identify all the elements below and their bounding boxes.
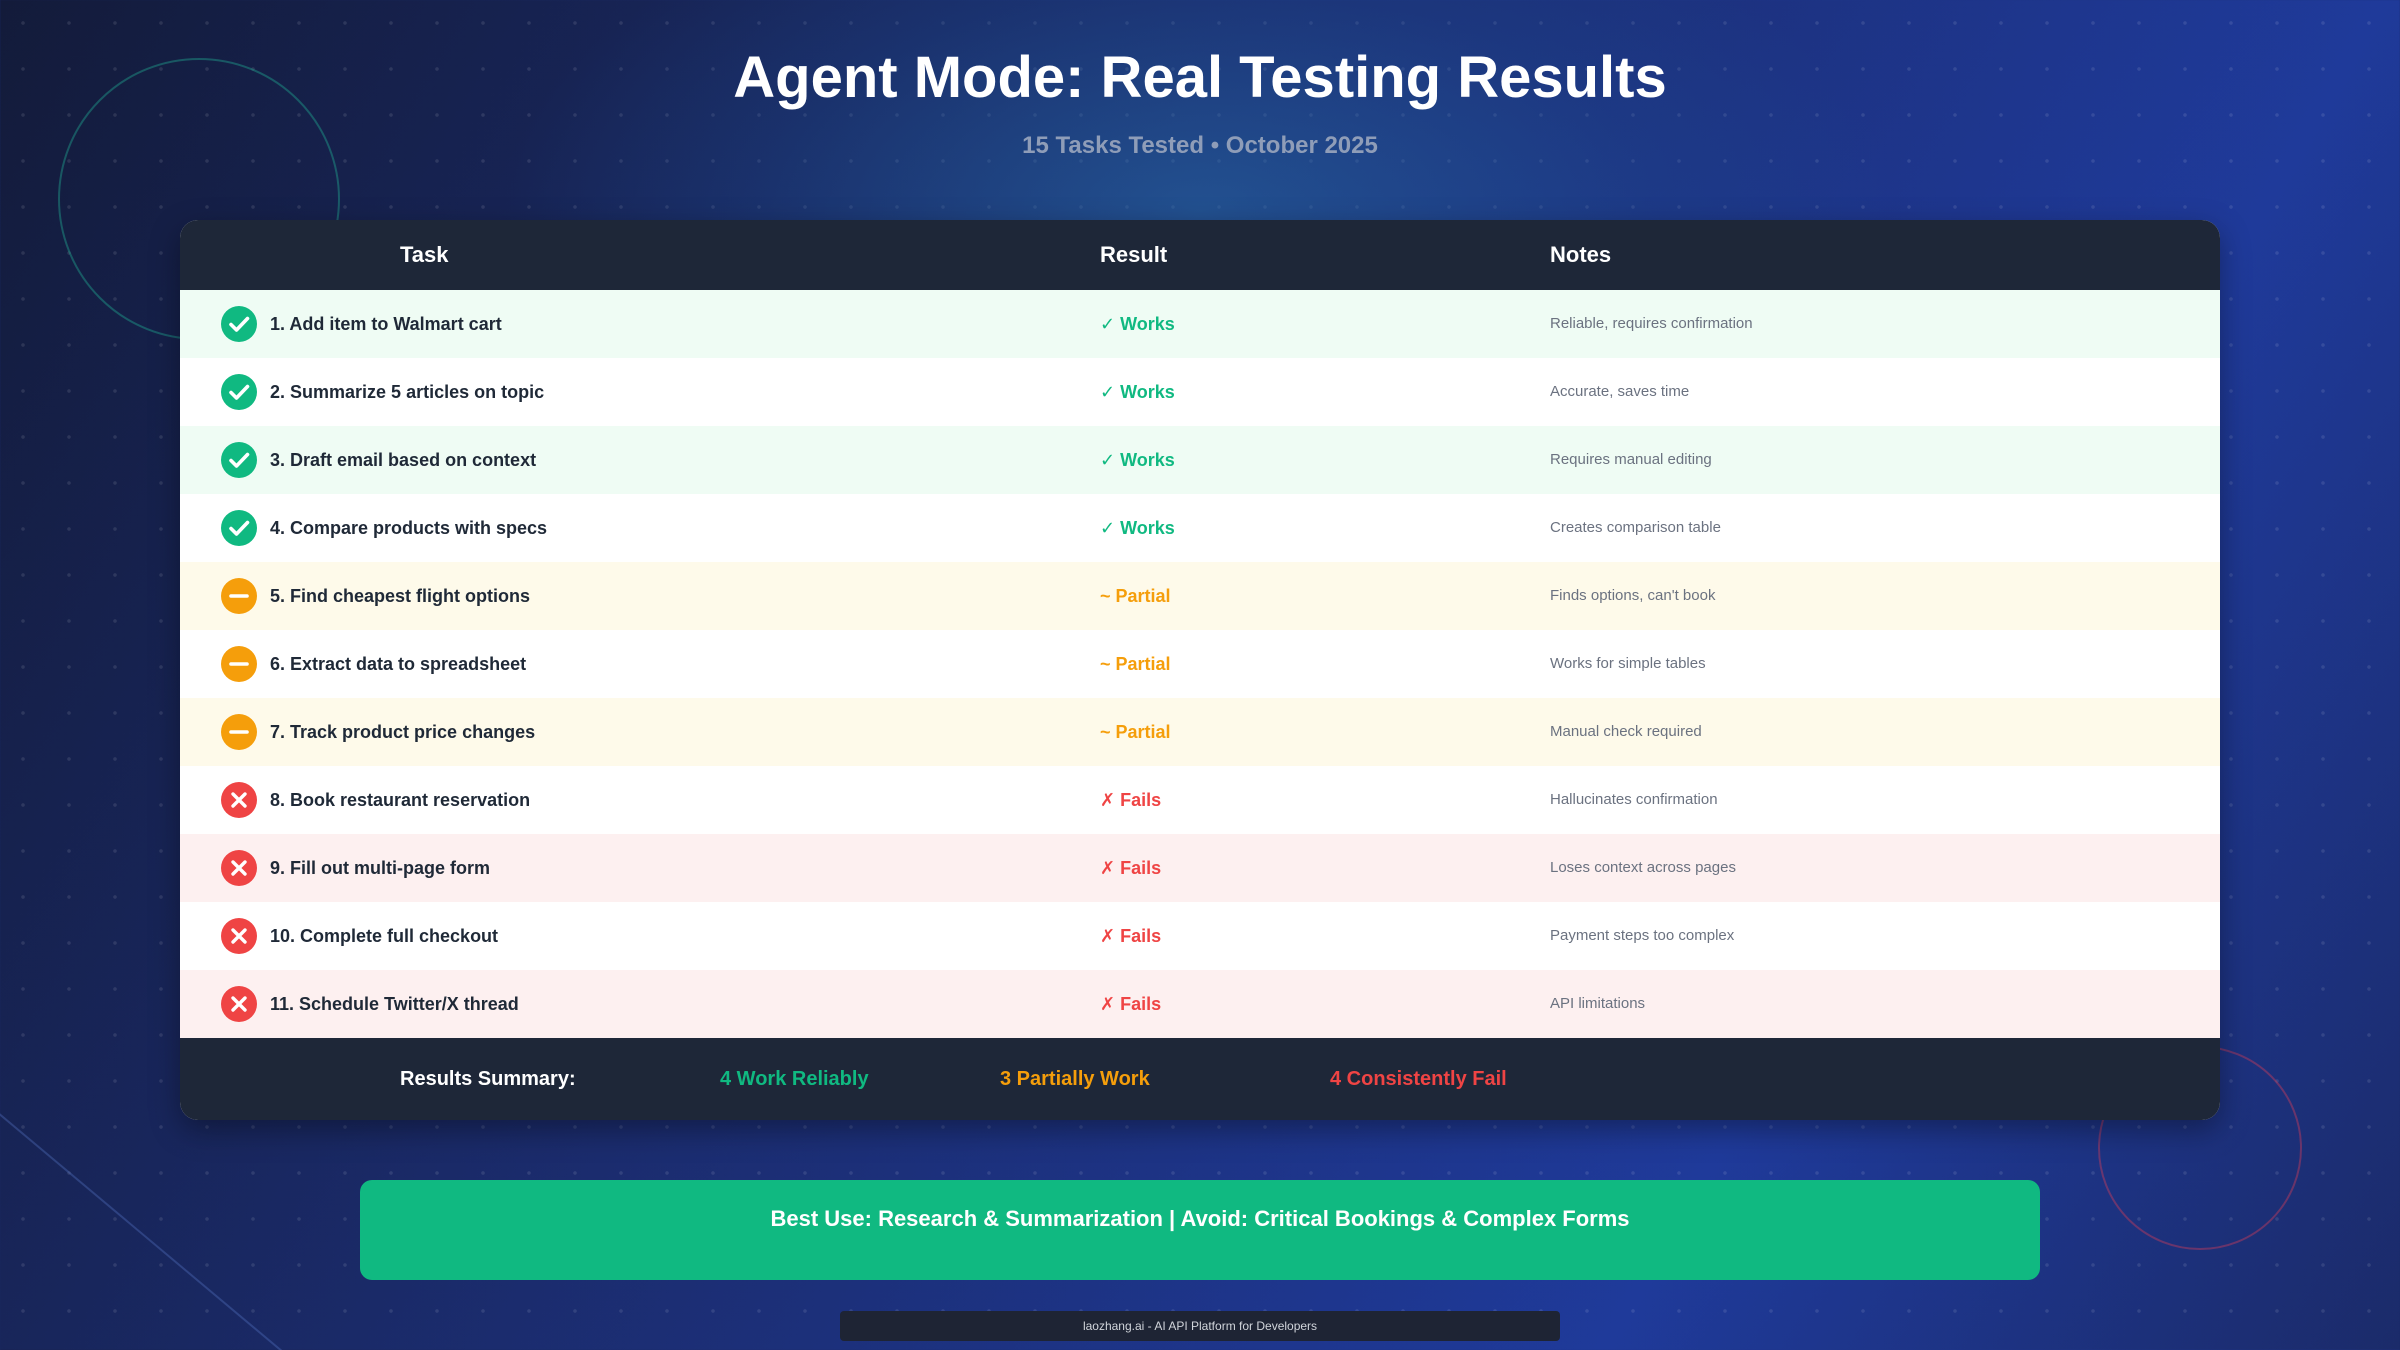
task-name: 11. Schedule Twitter/X thread bbox=[270, 994, 519, 1014]
note-text: Manual check required bbox=[1550, 723, 1702, 740]
task-name: 4. Compare products with specs bbox=[270, 518, 548, 538]
result-label: ~ Partial bbox=[1100, 586, 1171, 606]
column-header-task: Task bbox=[400, 242, 449, 267]
task-name: 8. Book restaurant reservation bbox=[270, 790, 531, 810]
table-body: 1. Add item to Walmart cart ✓ Works Reliab… bbox=[180, 290, 2220, 1038]
results-table: Task Result Notes 1. Add item to Walmart… bbox=[180, 220, 2220, 1120]
minus-circle-icon bbox=[221, 578, 257, 614]
note-text: Creates comparison table bbox=[1550, 519, 1721, 536]
table-row: 9. Fill out multi-page form ✗ Fails Loses … bbox=[180, 834, 2220, 902]
check-circle-icon bbox=[221, 306, 257, 342]
x-circle-icon bbox=[221, 782, 257, 818]
page-subtitle: 15 Tasks Tested • October 2025 bbox=[1022, 132, 1378, 159]
x-circle-icon bbox=[221, 986, 257, 1022]
results-summary-bar: Results Summary: 4 Work Reliably 3 Parti… bbox=[180, 1038, 2220, 1120]
note-text: Payment steps too complex bbox=[1550, 927, 1735, 944]
check-circle-icon bbox=[221, 442, 257, 478]
summary-label: Results Summary: bbox=[400, 1068, 576, 1090]
result-label: ✗ Fails bbox=[1100, 994, 1162, 1014]
page-title: Agent Mode: Real Testing Results bbox=[733, 45, 1667, 110]
task-name: 2. Summarize 5 articles on topic bbox=[270, 382, 545, 402]
result-label: ✓ Works bbox=[1100, 518, 1175, 538]
task-name: 7. Track product price changes bbox=[270, 722, 536, 742]
task-name: 1. Add item to Walmart cart bbox=[270, 314, 502, 334]
task-name: 3. Draft email based on context bbox=[270, 450, 537, 470]
result-label: ~ Partial bbox=[1100, 722, 1171, 742]
table-row: 7. Track product price changes ~ Partial M… bbox=[180, 698, 2220, 766]
note-text: Works for simple tables bbox=[1550, 655, 1706, 672]
note-text: Loses context across pages bbox=[1550, 859, 1736, 876]
note-text: Accurate, saves time bbox=[1550, 383, 1690, 400]
result-label: ~ Partial bbox=[1100, 654, 1171, 674]
task-name: 10. Complete full checkout bbox=[270, 926, 499, 946]
result-label: ✓ Works bbox=[1100, 314, 1175, 334]
table-row: 8. Book restaurant reservation ✗ Fails Hal… bbox=[180, 766, 2220, 834]
column-header-notes: Notes bbox=[1550, 242, 1612, 267]
table-row: 11. Schedule Twitter/X thread ✗ Fails API … bbox=[180, 970, 2220, 1038]
note-text: Requires manual editing bbox=[1550, 451, 1712, 468]
table-row: 4. Compare products with specs ✓ Works Cre… bbox=[180, 494, 2220, 562]
result-label: ✓ Works bbox=[1100, 450, 1175, 470]
table-row: 1. Add item to Walmart cart ✓ Works Reliab… bbox=[180, 290, 2220, 358]
decorative-line bbox=[0, 1080, 359, 1350]
table-row: 2. Summarize 5 articles on topic ✓ Works A… bbox=[180, 358, 2220, 426]
task-name: 9. Fill out multi-page form bbox=[270, 858, 490, 878]
note-text: API limitations bbox=[1550, 995, 1646, 1012]
footer-credit: laozhang.ai - AI API Platform for Develo… bbox=[840, 1311, 1560, 1341]
x-circle-icon bbox=[221, 918, 257, 954]
x-circle-icon bbox=[221, 850, 257, 886]
result-label: ✗ Fails bbox=[1100, 858, 1162, 878]
minus-circle-icon bbox=[221, 646, 257, 682]
best-use-banner: Best Use: Research & Summarization | Avo… bbox=[360, 1180, 2040, 1280]
table-row: 6. Extract data to spreadsheet ~ Partial W… bbox=[180, 630, 2220, 698]
note-text: Reliable, requires confirmation bbox=[1550, 315, 1753, 332]
task-name: 5. Find cheapest flight options bbox=[270, 586, 531, 606]
result-label: ✗ Fails bbox=[1100, 790, 1162, 810]
result-label: ✗ Fails bbox=[1100, 926, 1162, 946]
note-text: Hallucinates confirmation bbox=[1550, 791, 1718, 808]
table-row: 5. Find cheapest flight options ~ Partial… bbox=[180, 562, 2220, 630]
summary-works: 4 Work Reliably bbox=[720, 1068, 869, 1090]
task-name: 6. Extract data to spreadsheet bbox=[270, 654, 527, 674]
summary-fails: 4 Consistently Fail bbox=[1330, 1068, 1507, 1090]
summary-partial: 3 Partially Work bbox=[1000, 1068, 1150, 1090]
note-text: Finds options, can't book bbox=[1550, 587, 1716, 604]
table-row: 3. Draft email based on context ✓ Works Re… bbox=[180, 426, 2220, 494]
table-header: Task Result Notes bbox=[180, 220, 2220, 290]
check-circle-icon bbox=[221, 374, 257, 410]
column-header-result: Result bbox=[1100, 242, 1168, 267]
check-circle-icon bbox=[221, 510, 257, 546]
result-label: ✓ Works bbox=[1100, 382, 1175, 402]
minus-circle-icon bbox=[221, 714, 257, 750]
table-row: 10. Complete full checkout ✗ Fails Payment… bbox=[180, 902, 2220, 970]
